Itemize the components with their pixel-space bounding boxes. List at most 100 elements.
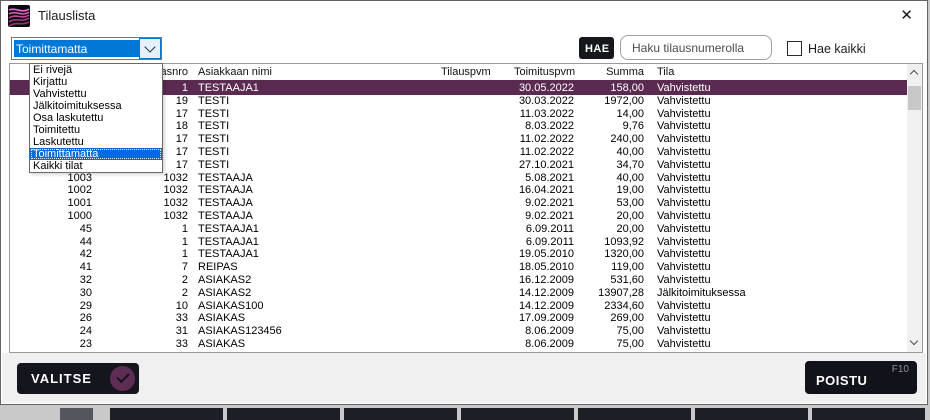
- background-taskbar-segment: [110, 408, 223, 420]
- cell-tilausnro: 42: [79, 248, 92, 261]
- cell-tila: Vahvistettu: [657, 325, 711, 338]
- scroll-down-icon[interactable]: [907, 335, 922, 350]
- cell-tilauspvm: [440, 159, 512, 172]
- table-row[interactable]: 1002 1032 TESTAAJA 16.04.2021 19,00 Vahv…: [10, 184, 907, 197]
- combobox-dropdown-button[interactable]: [139, 38, 161, 59]
- table-row[interactable]: 23 33 ASIAKAS 8.06.2009 75,00 Vahvistett…: [10, 338, 907, 351]
- filter-option[interactable]: Toimitettu: [33, 124, 81, 136]
- search-button[interactable]: HAE: [579, 37, 614, 59]
- cell-asiakkaan-nimi: TESTAAJA: [198, 171, 253, 184]
- cell-asiakasnro: 1: [181, 248, 188, 261]
- filter-option[interactable]: Kaikki tilat: [33, 160, 83, 172]
- filter-option[interactable]: Laskutettu: [33, 136, 84, 148]
- cell-tilausnro: 23: [79, 337, 92, 350]
- cell-asiakkaan-nimi: TESTI: [198, 107, 230, 120]
- table-row[interactable]: 45 1 TESTAAJA1 6.09.2011 20,00 Vahvistet…: [10, 223, 907, 236]
- cell-tila: Vahvistettu: [657, 235, 711, 248]
- cell-toimituspvm: 9.02.2021: [525, 209, 574, 222]
- background-taskbar-segment: [60, 408, 93, 420]
- table-row[interactable]: 17 TESTI 27.10.2021 34,70 Vahvistettu: [10, 159, 907, 172]
- scroll-up-icon[interactable]: [907, 66, 922, 81]
- table-row[interactable]: 30 2 ASIAKAS2 14.12.2009 13907,28 Jälkit…: [10, 287, 907, 300]
- cell-summa: 9,76: [622, 120, 644, 133]
- cell-tilausnro: 41: [79, 261, 92, 274]
- cell-summa: 75,00: [616, 337, 644, 350]
- filter-option[interactable]: Vahvistettu: [33, 88, 87, 100]
- table-row[interactable]: 1000 1032 TESTAAJA 9.02.2021 20,00 Vahvi…: [10, 210, 907, 223]
- cell-tilauspvm: [440, 82, 512, 95]
- cell-asiakasnro: 1: [181, 222, 188, 235]
- cell-tilausnro: 1000: [67, 209, 92, 222]
- cell-tila: Vahvistettu: [657, 82, 711, 94]
- cell-toimituspvm: 18.05.2010: [518, 261, 574, 274]
- table-row[interactable]: 29 10 ASIAKAS100 14.12.2009 2334,60 Vahv…: [10, 300, 907, 313]
- table-row[interactable]: 42 1 TESTAAJA1 19.05.2010 1320,00 Vahvis…: [10, 248, 907, 261]
- cell-toimituspvm: 6.09.2011: [525, 222, 574, 235]
- cell-tilausnro: 45: [79, 222, 92, 235]
- background-taskbar-segment: [578, 408, 691, 420]
- table-row[interactable]: 1 TESTAAJA1 30.05.2022 158,00 Vahvistett…: [10, 82, 907, 95]
- column-header-tilauspvm: Tilauspvm: [441, 66, 491, 78]
- filter-option[interactable]: Kirjattu: [33, 76, 68, 88]
- cell-tila: Vahvistettu: [657, 299, 711, 312]
- window-title: Tilauslista: [38, 8, 96, 23]
- cell-asiakkaan-nimi: TESTI: [198, 145, 230, 158]
- select-button[interactable]: VALITSE: [17, 363, 139, 394]
- filter-option[interactable]: Jälkitoimituksessa: [33, 100, 122, 112]
- scrollbar-thumb[interactable]: [908, 86, 921, 110]
- cell-asiakasnro: 1032: [163, 209, 188, 222]
- exit-button[interactable]: F10 POISTU: [805, 361, 917, 394]
- cell-toimituspvm: 30.03.2022: [518, 94, 574, 107]
- cell-tila: Vahvistettu: [657, 133, 711, 146]
- cell-tilauspvm: [440, 223, 512, 236]
- cell-tila: Vahvistettu: [657, 337, 711, 350]
- filter-option[interactable]: Ei rivejä: [33, 64, 73, 76]
- search-all-checkbox[interactable]: [787, 41, 802, 56]
- filter-option[interactable]: Toimittamatta: [30, 148, 162, 160]
- cell-asiakkaan-nimi: TESTAAJA: [198, 184, 253, 197]
- column-header-summa: Summa: [606, 66, 644, 78]
- table-row[interactable]: 17 TESTI 11.03.2022 14,00 Vahvistettu: [10, 108, 907, 121]
- check-circle-icon: [110, 366, 135, 391]
- table-row[interactable]: 17 TESTI 11.02.2022 40,00 Vahvistettu: [10, 146, 907, 159]
- cell-tila: Vahvistettu: [657, 158, 711, 171]
- search-input[interactable]: [620, 35, 772, 60]
- cell-toimituspvm: 27.10.2021: [518, 158, 574, 171]
- table-row[interactable]: 18 TESTI 8.03.2022 9,76 Vahvistettu: [10, 120, 907, 133]
- cell-asiakasnro: 2: [181, 273, 188, 286]
- table-row[interactable]: 41 7 REIPAS 18.05.2010 119,00 Vahvistett…: [10, 261, 907, 274]
- cell-asiakasnro: 31: [175, 325, 188, 338]
- cell-tilauspvm: [440, 287, 512, 300]
- cell-summa: 269,00: [610, 312, 644, 325]
- cell-toimituspvm: 16.04.2021: [518, 184, 574, 197]
- filter-option[interactable]: Osa laskutettu: [33, 112, 104, 124]
- table-row[interactable]: 32 2 ASIAKAS2 16.12.2009 531,60 Vahviste…: [10, 274, 907, 287]
- table-row[interactable]: 24 31 ASIAKAS123456 8.06.2009 75,00 Vahv…: [10, 325, 907, 338]
- table-row[interactable]: 26 33 ASIAKAS 17.09.2009 269,00 Vahviste…: [10, 312, 907, 325]
- table-row[interactable]: 17 TESTI 11.02.2022 240,00 Vahvistettu: [10, 133, 907, 146]
- cell-tilauspvm: [440, 197, 512, 210]
- column-header-toimituspvm: Toimituspvm: [514, 66, 576, 78]
- cell-tila: Vahvistettu: [657, 171, 711, 184]
- cell-asiakasnro: 19: [175, 94, 188, 107]
- cell-tila: Vahvistettu: [657, 145, 711, 158]
- cell-asiakasnro: 17: [175, 107, 188, 120]
- table-row[interactable]: 44 1 TESTAAJA1 6.09.2011 1093,92 Vahvist…: [10, 236, 907, 249]
- table-row[interactable]: 1003 1032 TESTAAJA 5.08.2021 40,00 Vahvi…: [10, 172, 907, 185]
- close-icon[interactable]: ✕: [900, 7, 913, 24]
- column-header-tila: Tila: [657, 66, 675, 78]
- table-row[interactable]: 19 TESTI 30.03.2022 1972,00 Vahvistettu: [10, 95, 907, 108]
- column-header-asiakkaan-nimi: Asiakkaan nimi: [198, 66, 272, 78]
- background-taskbar-segment: [344, 408, 457, 420]
- cell-summa: 40,00: [616, 171, 644, 184]
- cell-tilauspvm: [440, 133, 512, 146]
- cell-summa: 53,00: [616, 197, 644, 210]
- vertical-scrollbar[interactable]: [907, 64, 922, 352]
- table-row[interactable]: 1001 1032 TESTAAJA 9.02.2021 53,00 Vahvi…: [10, 197, 907, 210]
- cell-asiakasnro: 17: [175, 158, 188, 171]
- cell-toimituspvm: 8.06.2009: [525, 337, 574, 350]
- cell-tilauspvm: [440, 172, 512, 185]
- cell-tilauspvm: [440, 95, 512, 108]
- cell-asiakkaan-nimi: TESTI: [198, 158, 230, 171]
- status-filter-combobox[interactable]: Toimittamatta: [11, 37, 162, 60]
